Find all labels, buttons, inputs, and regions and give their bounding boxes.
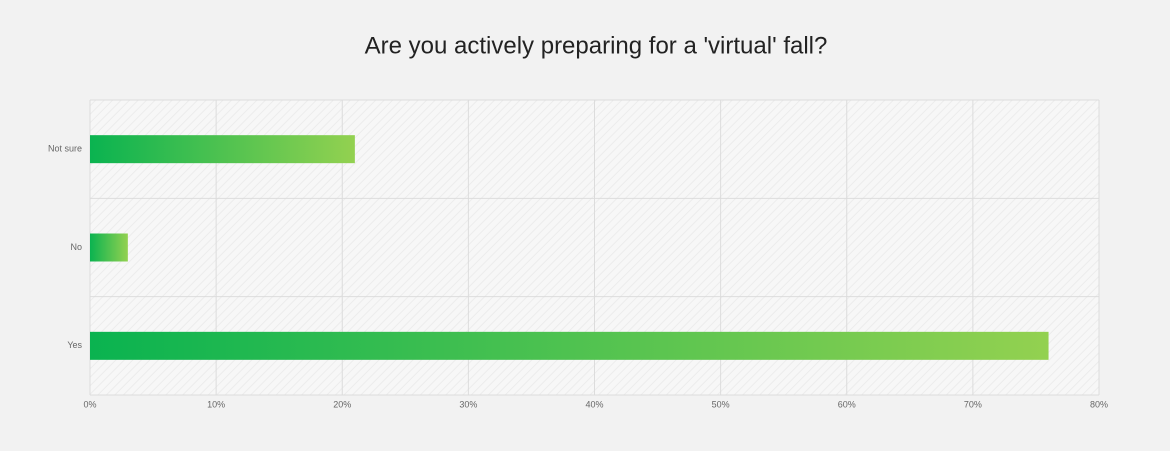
x-tick-label: 60% xyxy=(838,399,856,409)
x-tick-label: 20% xyxy=(333,399,351,409)
x-tick-label: 0% xyxy=(83,399,96,409)
y-tick-label: Yes xyxy=(67,340,82,350)
x-tick-label: 40% xyxy=(585,399,603,409)
bar xyxy=(90,233,128,262)
bar xyxy=(90,135,355,164)
x-tick-label: 50% xyxy=(712,399,730,409)
bar xyxy=(90,331,1049,360)
x-tick-label: 30% xyxy=(459,399,477,409)
y-tick-label: No xyxy=(70,242,82,252)
x-tick-label: 80% xyxy=(1090,399,1108,409)
chart-title: Are you actively preparing for a 'virtua… xyxy=(365,32,828,59)
x-tick-label: 10% xyxy=(207,399,225,409)
x-tick-label: 70% xyxy=(964,399,982,409)
y-tick-label: Not sure xyxy=(48,144,82,154)
